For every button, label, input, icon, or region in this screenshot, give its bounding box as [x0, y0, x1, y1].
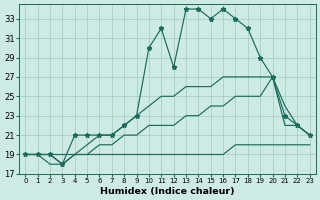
X-axis label: Humidex (Indice chaleur): Humidex (Indice chaleur) — [100, 187, 235, 196]
